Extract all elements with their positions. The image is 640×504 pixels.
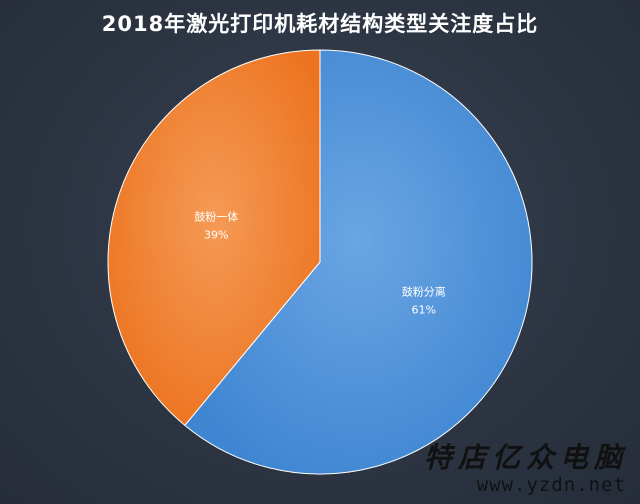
chart-title: 2018年激光打印机耗材结构类型关注度占比 bbox=[101, 12, 539, 36]
watermark-url: www.yzdn.net bbox=[476, 474, 626, 496]
pie-slice-1 bbox=[184, 49, 533, 475]
slice-value-2: 39% bbox=[204, 229, 228, 242]
pie-slice-2 bbox=[107, 49, 321, 427]
watermark-brand: 特店亿众电脑 bbox=[423, 441, 628, 474]
slice-label-2: 鼓粉一体 bbox=[194, 210, 238, 224]
slice-value-1: 61% bbox=[411, 303, 435, 316]
slice-label-1: 鼓粉分离 bbox=[402, 284, 446, 298]
